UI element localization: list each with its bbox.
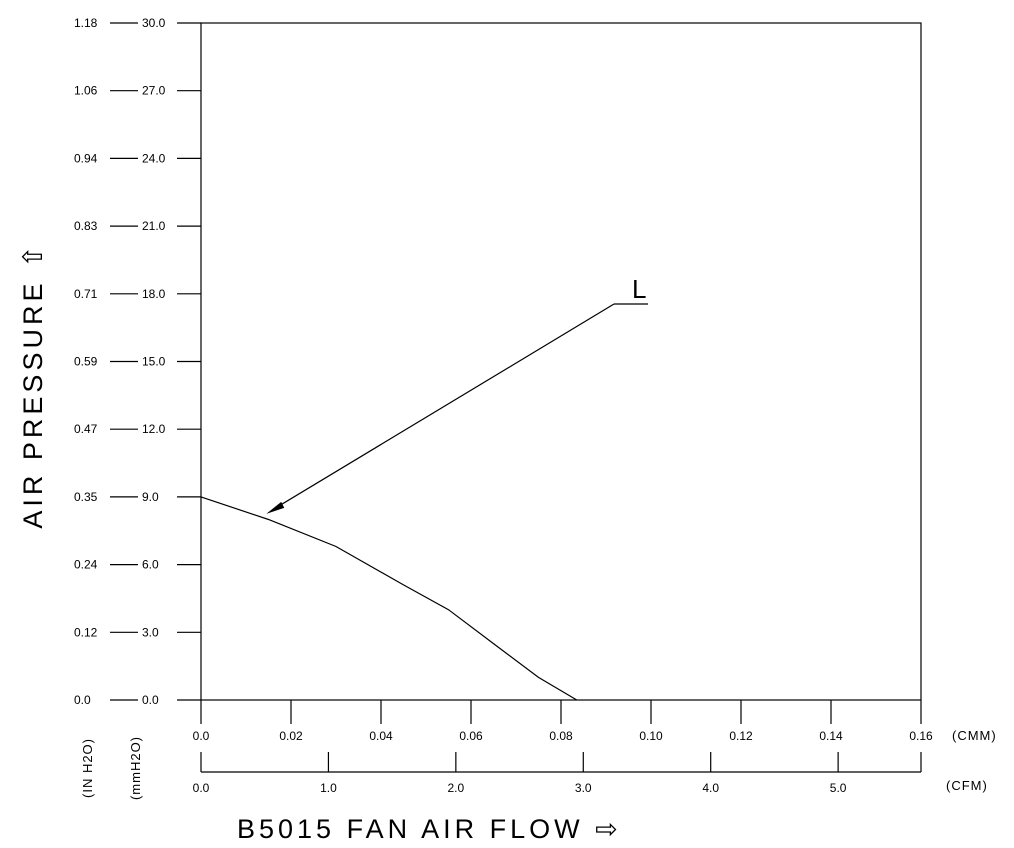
x-tick-label-cfm: 4.0	[702, 781, 719, 795]
y-tick-label-inh2o: 1.18	[74, 16, 98, 30]
y-tick-label-mmh2o: 9.0	[142, 490, 159, 504]
x-tick-label-cmm: 0.12	[729, 729, 753, 743]
series-label-l: L	[632, 274, 646, 304]
y-tick-label-mmh2o: 21.0	[142, 219, 166, 233]
x-tick-label-cmm: 0.06	[459, 729, 483, 743]
x-tick-label-cfm: 0.0	[193, 781, 210, 795]
y-tick-label-mmh2o: 12.0	[142, 422, 166, 436]
y-tick-label-mmh2o: 24.0	[142, 151, 166, 165]
x-tick-label-cfm: 5.0	[830, 781, 847, 795]
annotation-arrowhead	[266, 501, 285, 514]
x-axis-title: B5015 FAN AIR FLOW ⇨	[237, 814, 622, 844]
y-tick-label-inh2o: 0.94	[74, 151, 98, 165]
y-tick-label-mmh2o: 3.0	[142, 625, 159, 639]
y-tick-label-mmh2o: 18.0	[142, 287, 166, 301]
y-tick-label-inh2o: 0.59	[74, 355, 98, 369]
x-unit-cmm: (CMM)	[952, 728, 997, 743]
y-tick-label-inh2o: 0.83	[74, 219, 98, 233]
y-tick-label-inh2o: 0.35	[74, 490, 98, 504]
y-tick-label-inh2o: 0.0	[74, 693, 91, 707]
series-line-l	[200, 496, 578, 701]
x-tick-label-cmm: 0.10	[639, 729, 663, 743]
x-tick-label-cmm: 0.08	[549, 729, 573, 743]
y-tick-label-mmh2o: 15.0	[142, 355, 166, 369]
annotation-leader-line	[273, 303, 615, 510]
x-tick-label-cmm: 0.14	[819, 729, 843, 743]
x-tick-label-cfm: 3.0	[575, 781, 592, 795]
x-unit-cfm: (CFM)	[946, 778, 988, 793]
y-tick-label-inh2o: 0.71	[74, 287, 98, 301]
x-tick-label-cfm: 1.0	[320, 781, 337, 795]
y-tick-label-mmh2o: 6.0	[142, 558, 159, 572]
x-tick-label-cmm: 0.04	[369, 729, 393, 743]
x-tick-label-cmm: 0.0	[193, 729, 210, 743]
y-unit-mmh2o: (mmH2O)	[128, 736, 143, 800]
y-tick-label-inh2o: 0.47	[74, 422, 98, 436]
y-tick-label-mmh2o: 27.0	[142, 84, 166, 98]
y-tick-label-inh2o: 1.06	[74, 84, 98, 98]
x-tick-label-cfm: 2.0	[448, 781, 465, 795]
x-tick-label-cmm: 0.16	[909, 729, 933, 743]
plot-frame	[200, 22, 922, 701]
y-tick-label-mmh2o: 0.0	[142, 693, 159, 707]
y-axis-title: AIR PRESSURE ⇧	[18, 241, 48, 528]
x-tick-label-cmm: 0.02	[279, 729, 303, 743]
y-tick-label-mmh2o: 30.0	[142, 16, 166, 30]
y-unit-inh2o: (IN H2O)	[80, 738, 95, 798]
y-tick-label-inh2o: 0.12	[74, 625, 98, 639]
y-tick-label-inh2o: 0.24	[74, 558, 98, 572]
